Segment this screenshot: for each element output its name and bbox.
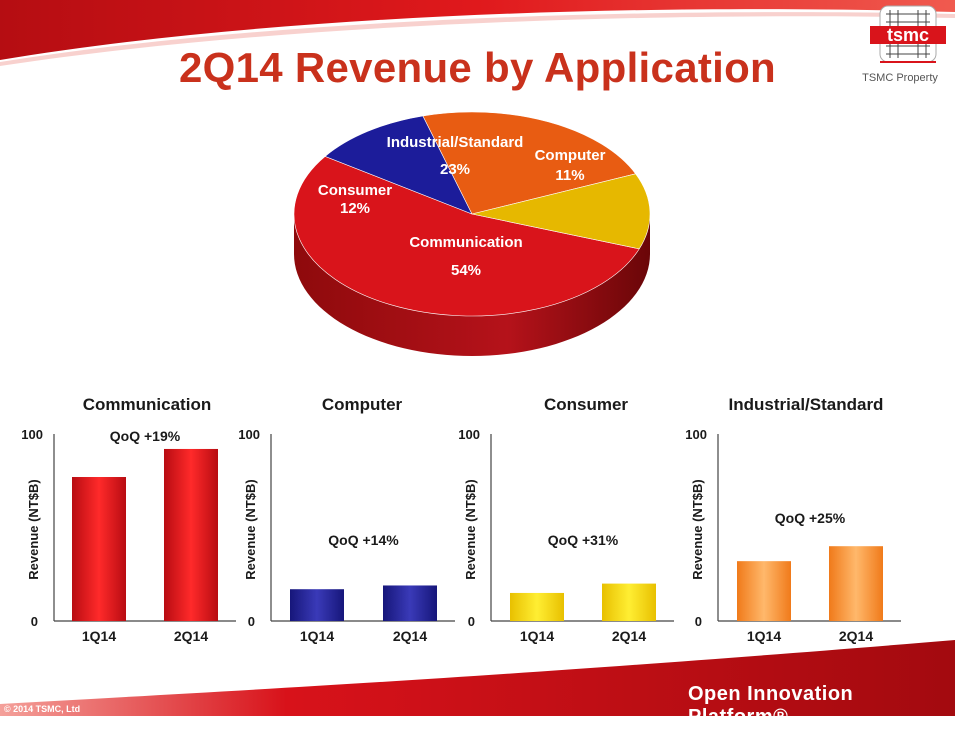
x-tick-label: 2Q14: [612, 628, 646, 644]
bar-chart-title: Consumer: [544, 395, 628, 414]
logo-text: tsmc: [887, 25, 929, 45]
y-tick-label-max: 100: [685, 427, 707, 442]
bar-computer-2q14: [383, 585, 437, 621]
x-tick-label: 1Q14: [520, 628, 554, 644]
qoq-annotation: QoQ +31%: [548, 532, 619, 548]
y-tick-label-min: 0: [248, 614, 255, 629]
y-tick-label-max: 100: [238, 427, 260, 442]
pie-value-consumer: 12%: [340, 200, 370, 217]
bar-chart-communication: Communication 100 0 Revenue (NT$B) 1Q14 2Q14 Q…: [21, 395, 236, 644]
bar-communication-2q14: [164, 448, 218, 621]
tsmc-logo: tsmc: [870, 5, 946, 63]
y-axis-label: Revenue (NT$B): [26, 479, 41, 579]
bar-consumer-2q14: [602, 583, 656, 621]
x-tick-label: 1Q14: [300, 628, 334, 644]
y-tick-label-min: 0: [695, 614, 702, 629]
bar-industrial-standard-2q14: [829, 546, 883, 621]
bar-chart-title: Computer: [322, 395, 403, 414]
top-swoosh: [0, 0, 955, 60]
pie-label-communication: Communication: [409, 234, 522, 251]
bar-communication-1q14: [72, 477, 126, 621]
bar-chart-title: Industrial/Standard: [729, 395, 884, 414]
top-swoosh-highlight: [0, 12, 955, 66]
y-tick-label-max: 100: [21, 427, 43, 442]
pie-side: [294, 214, 650, 356]
pie-label-consumer: Consumer: [318, 182, 392, 199]
bar-consumer-1q14: [510, 592, 564, 621]
pie-label-computer: Computer: [535, 147, 606, 164]
bar-computer-1q14: [290, 589, 344, 621]
bar-industrial-standard-1q14: [737, 561, 791, 621]
qoq-annotation: QoQ +14%: [328, 532, 399, 548]
bar-chart-computer: Computer 100 0 Revenue (NT$B) 1Q14 2Q14 QoQ +1…: [238, 395, 455, 644]
y-axis-label: Revenue (NT$B): [690, 479, 705, 579]
y-tick-label-max: 100: [458, 427, 480, 442]
pie-slice-communication: [293, 156, 640, 317]
y-tick-label-min: 0: [468, 614, 475, 629]
pie-label-industrial-standard: Industrial/Standard: [387, 134, 524, 151]
qoq-annotation: QoQ +19%: [110, 428, 181, 444]
y-axis-label: Revenue (NT$B): [463, 479, 478, 579]
bar-charts: Communication 100 0 Revenue (NT$B) 1Q14 2Q14 Q…: [21, 395, 901, 644]
pie-slice-industrial-standard: [422, 111, 637, 215]
pie-slice-computer: [324, 115, 473, 215]
x-tick-label: 2Q14: [174, 628, 208, 644]
pie-slice-consumer: [471, 173, 651, 250]
property-label: TSMC Property: [862, 72, 938, 84]
bottom-swoosh: [0, 640, 955, 716]
bar-chart-consumer: Consumer 100 0 Revenue (NT$B) 1Q14 2Q14 QoQ +3…: [458, 395, 674, 644]
x-tick-label: 2Q14: [839, 628, 873, 644]
bar-chart-title: Communication: [83, 395, 211, 414]
footer-brand: Open Innovation Platform®: [688, 683, 854, 728]
pie-value-computer: 11%: [555, 167, 584, 184]
pie-value-communication: 54%: [451, 262, 481, 279]
y-axis-label: Revenue (NT$B): [243, 479, 258, 579]
copyright: © 2014 TSMC, Ltd: [4, 704, 81, 714]
x-tick-label: 1Q14: [82, 628, 116, 644]
page-title: 2Q14 Revenue by Application: [178, 44, 777, 91]
qoq-annotation: QoQ +25%: [775, 510, 846, 526]
x-tick-label: 2Q14: [393, 628, 427, 644]
pie-chart: Communication 54% Computer 11% Industrial/St…: [293, 111, 651, 356]
bar-chart-industrial-standard: Industrial/Standard 100 0 Revenue (NT$B) 1Q1…: [685, 395, 901, 644]
y-tick-label-min: 0: [31, 614, 38, 629]
pie-value-industrial-standard: 23%: [440, 161, 470, 178]
x-tick-label: 1Q14: [747, 628, 781, 644]
